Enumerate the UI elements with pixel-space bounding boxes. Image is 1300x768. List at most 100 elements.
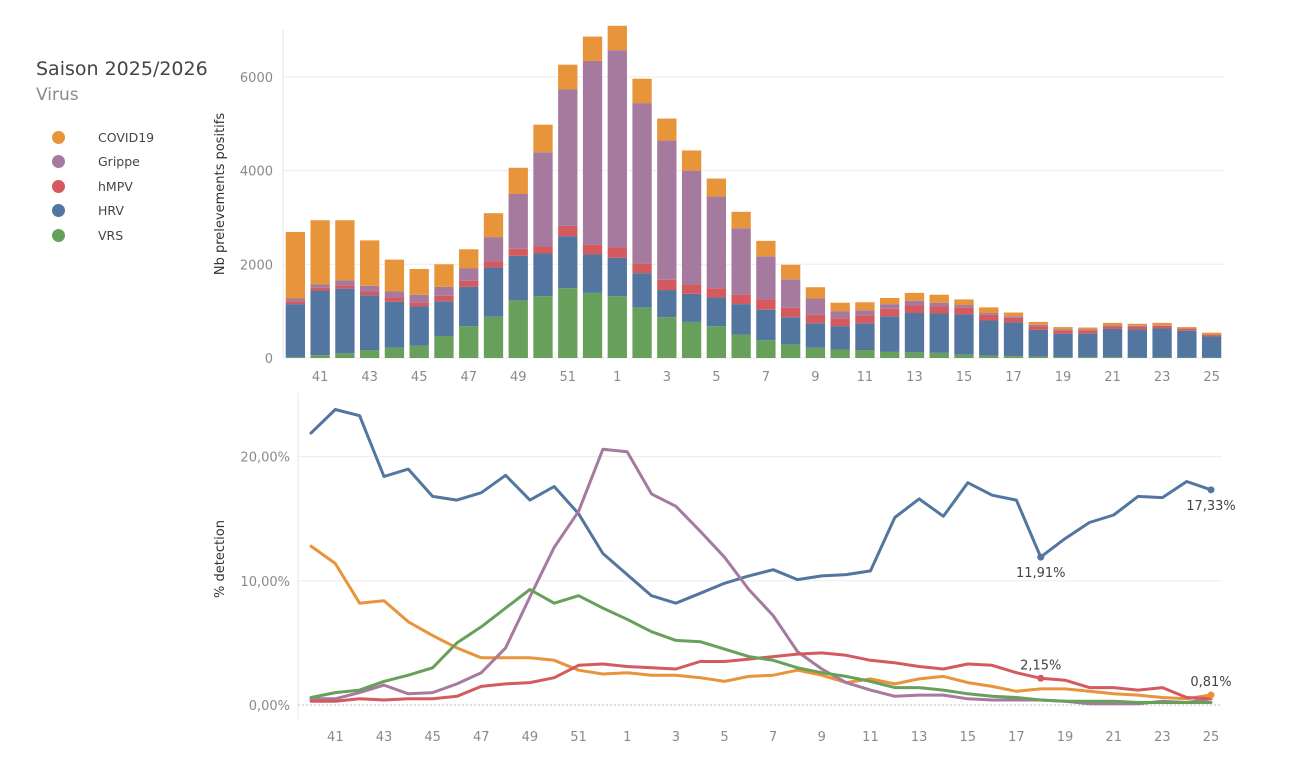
bar-hmpv-week-11 <box>855 315 875 324</box>
legend-item-hmpv[interactable]: hMPV <box>52 174 154 199</box>
bar-hrv-week-44 <box>384 301 405 348</box>
line-x-tick-label: 41 <box>327 730 344 745</box>
bar-hrv-week-11 <box>855 323 875 351</box>
line-x-tick-label: 47 <box>473 730 490 745</box>
bar-hrv-week-2 <box>632 273 652 308</box>
bar-x-tick-label: 5 <box>712 370 720 385</box>
bar-vrs-week-3 <box>657 317 677 358</box>
bar-hrv-week-42 <box>335 288 355 354</box>
line-data-label-hmpv: 2,15% <box>1020 658 1061 673</box>
line-x-tick-label: 7 <box>769 730 777 745</box>
bar-hmpv-week-24 <box>1177 328 1197 331</box>
bar-hrv-week-1 <box>607 257 627 297</box>
bar-hrv-week-45 <box>409 306 429 346</box>
bar-vrs-week-12 <box>880 351 900 358</box>
bar-covid19-week-11 <box>855 302 875 311</box>
bar-grippe-week-22 <box>1127 325 1147 327</box>
bar-x-tick-label: 21 <box>1104 370 1121 385</box>
bar-hmpv-week-10 <box>830 318 850 327</box>
legend-item-hrv[interactable]: HRV <box>52 199 154 224</box>
bar-y-tick-label: 6000 <box>240 71 273 86</box>
bar-x-tick-label: 3 <box>663 370 671 385</box>
bar-hmpv-week-51 <box>558 225 578 237</box>
bar-grippe-week-9 <box>805 298 826 315</box>
bar-covid19-week-5 <box>706 178 727 197</box>
bar-hrv-week-12 <box>880 316 900 352</box>
line-x-tick-label: 9 <box>818 730 826 745</box>
bar-hmpv-week-8 <box>780 307 801 318</box>
bar-grippe-week-12 <box>880 304 900 309</box>
bar-grippe-week-21 <box>1102 325 1123 327</box>
bar-hrv-week-22 <box>1127 329 1147 358</box>
bar-grippe-week-5 <box>706 196 727 289</box>
bar-vrs-week-8 <box>780 344 801 358</box>
bar-vrs-week-2 <box>632 307 652 358</box>
bar-vrs-week-13 <box>904 352 925 358</box>
bar-grippe-week-46 <box>434 286 454 296</box>
bar-x-tick-label: 1 <box>613 370 621 385</box>
legend-label-hrv: HRV <box>98 203 124 219</box>
bar-grippe-week-10 <box>830 311 850 319</box>
legend-dot-hrv <box>52 204 65 218</box>
bar-vrs-week-18 <box>1028 356 1048 358</box>
line-x-tick-label: 49 <box>522 730 539 745</box>
bar-hrv-week-41 <box>310 290 330 356</box>
bar-grippe-week-44 <box>384 291 405 298</box>
legend-item-grippe[interactable]: Grippe <box>52 150 154 175</box>
bar-grippe-week-41 <box>310 284 330 288</box>
line-marker-covid19-week-25 <box>1207 691 1215 699</box>
bar-vrs-week-47 <box>459 326 479 358</box>
legend-item-covid19[interactable]: COVID19 <box>52 125 154 150</box>
bar-covid19-week-14 <box>929 294 949 303</box>
bar-hmpv-week-2 <box>632 263 652 274</box>
bar-vrs-week-51 <box>558 288 578 358</box>
bar-vrs-week-43 <box>360 350 380 358</box>
bar-vrs-week-19 <box>1053 357 1073 358</box>
bar-vrs-week-4 <box>681 321 702 358</box>
bar-vrs-week-11 <box>855 350 875 358</box>
bar-x-tick-label: 13 <box>906 370 923 385</box>
bar-hrv-week-8 <box>780 317 801 345</box>
bar-x-tick-label: 45 <box>411 370 428 385</box>
bar-covid19-week-20 <box>1078 327 1098 330</box>
legend-item-vrs[interactable]: VRS <box>52 223 154 248</box>
bar-hrv-week-49 <box>508 255 528 301</box>
bar-grippe-week-50 <box>533 152 553 247</box>
bar-x-tick-label: 7 <box>762 370 770 385</box>
panel-subtitle: Virus <box>36 85 79 105</box>
line-x-tick-label: 25 <box>1203 730 1220 745</box>
bar-vrs-week-50 <box>533 296 553 358</box>
bar-hrv-week-16 <box>979 320 999 356</box>
bar-covid19-week-45 <box>409 268 429 295</box>
bar-y-tick-label: 2000 <box>240 258 273 273</box>
legend: COVID19 Grippe hMPV HRV VRS <box>52 125 154 248</box>
bar-hmpv-week-43 <box>360 291 380 296</box>
line-x-tick-label: 1 <box>623 730 631 745</box>
bar-vrs-week-42 <box>335 353 355 358</box>
bar-x-tick-label: 23 <box>1154 370 1171 385</box>
legend-dot-grippe <box>52 155 65 169</box>
bar-vrs-week-49 <box>508 300 528 358</box>
bar-covid19-week-16 <box>979 307 999 314</box>
bar-covid19-week-4 <box>681 150 702 171</box>
bar-hrv-week-3 <box>657 290 677 318</box>
bar-grippe-week-40 <box>285 298 306 302</box>
bar-grippe-week-6 <box>731 228 751 295</box>
line-x-tick-label: 3 <box>672 730 680 745</box>
bar-hmpv-week-25 <box>1201 335 1222 337</box>
bar-grippe-week-16 <box>979 313 999 315</box>
bar-hrv-week-5 <box>706 297 727 327</box>
bar-hmpv-week-12 <box>880 308 900 317</box>
bar-y-axis-title: Nb prelevements positifs <box>213 113 228 275</box>
line-y-tick-label: 20,00% <box>240 451 290 466</box>
bar-hmpv-week-18 <box>1028 326 1048 330</box>
bar-covid19-week-12 <box>880 298 900 305</box>
line-x-tick-label: 23 <box>1154 730 1171 745</box>
bar-hrv-week-48 <box>483 267 504 317</box>
bar-hmpv-week-9 <box>805 314 826 324</box>
bar-hmpv-week-48 <box>483 261 504 268</box>
bar-x-tick-label: 51 <box>560 370 577 385</box>
bar-hrv-week-51 <box>558 236 578 289</box>
line-x-tick-label: 13 <box>911 730 928 745</box>
bar-vrs-week-21 <box>1102 357 1123 358</box>
